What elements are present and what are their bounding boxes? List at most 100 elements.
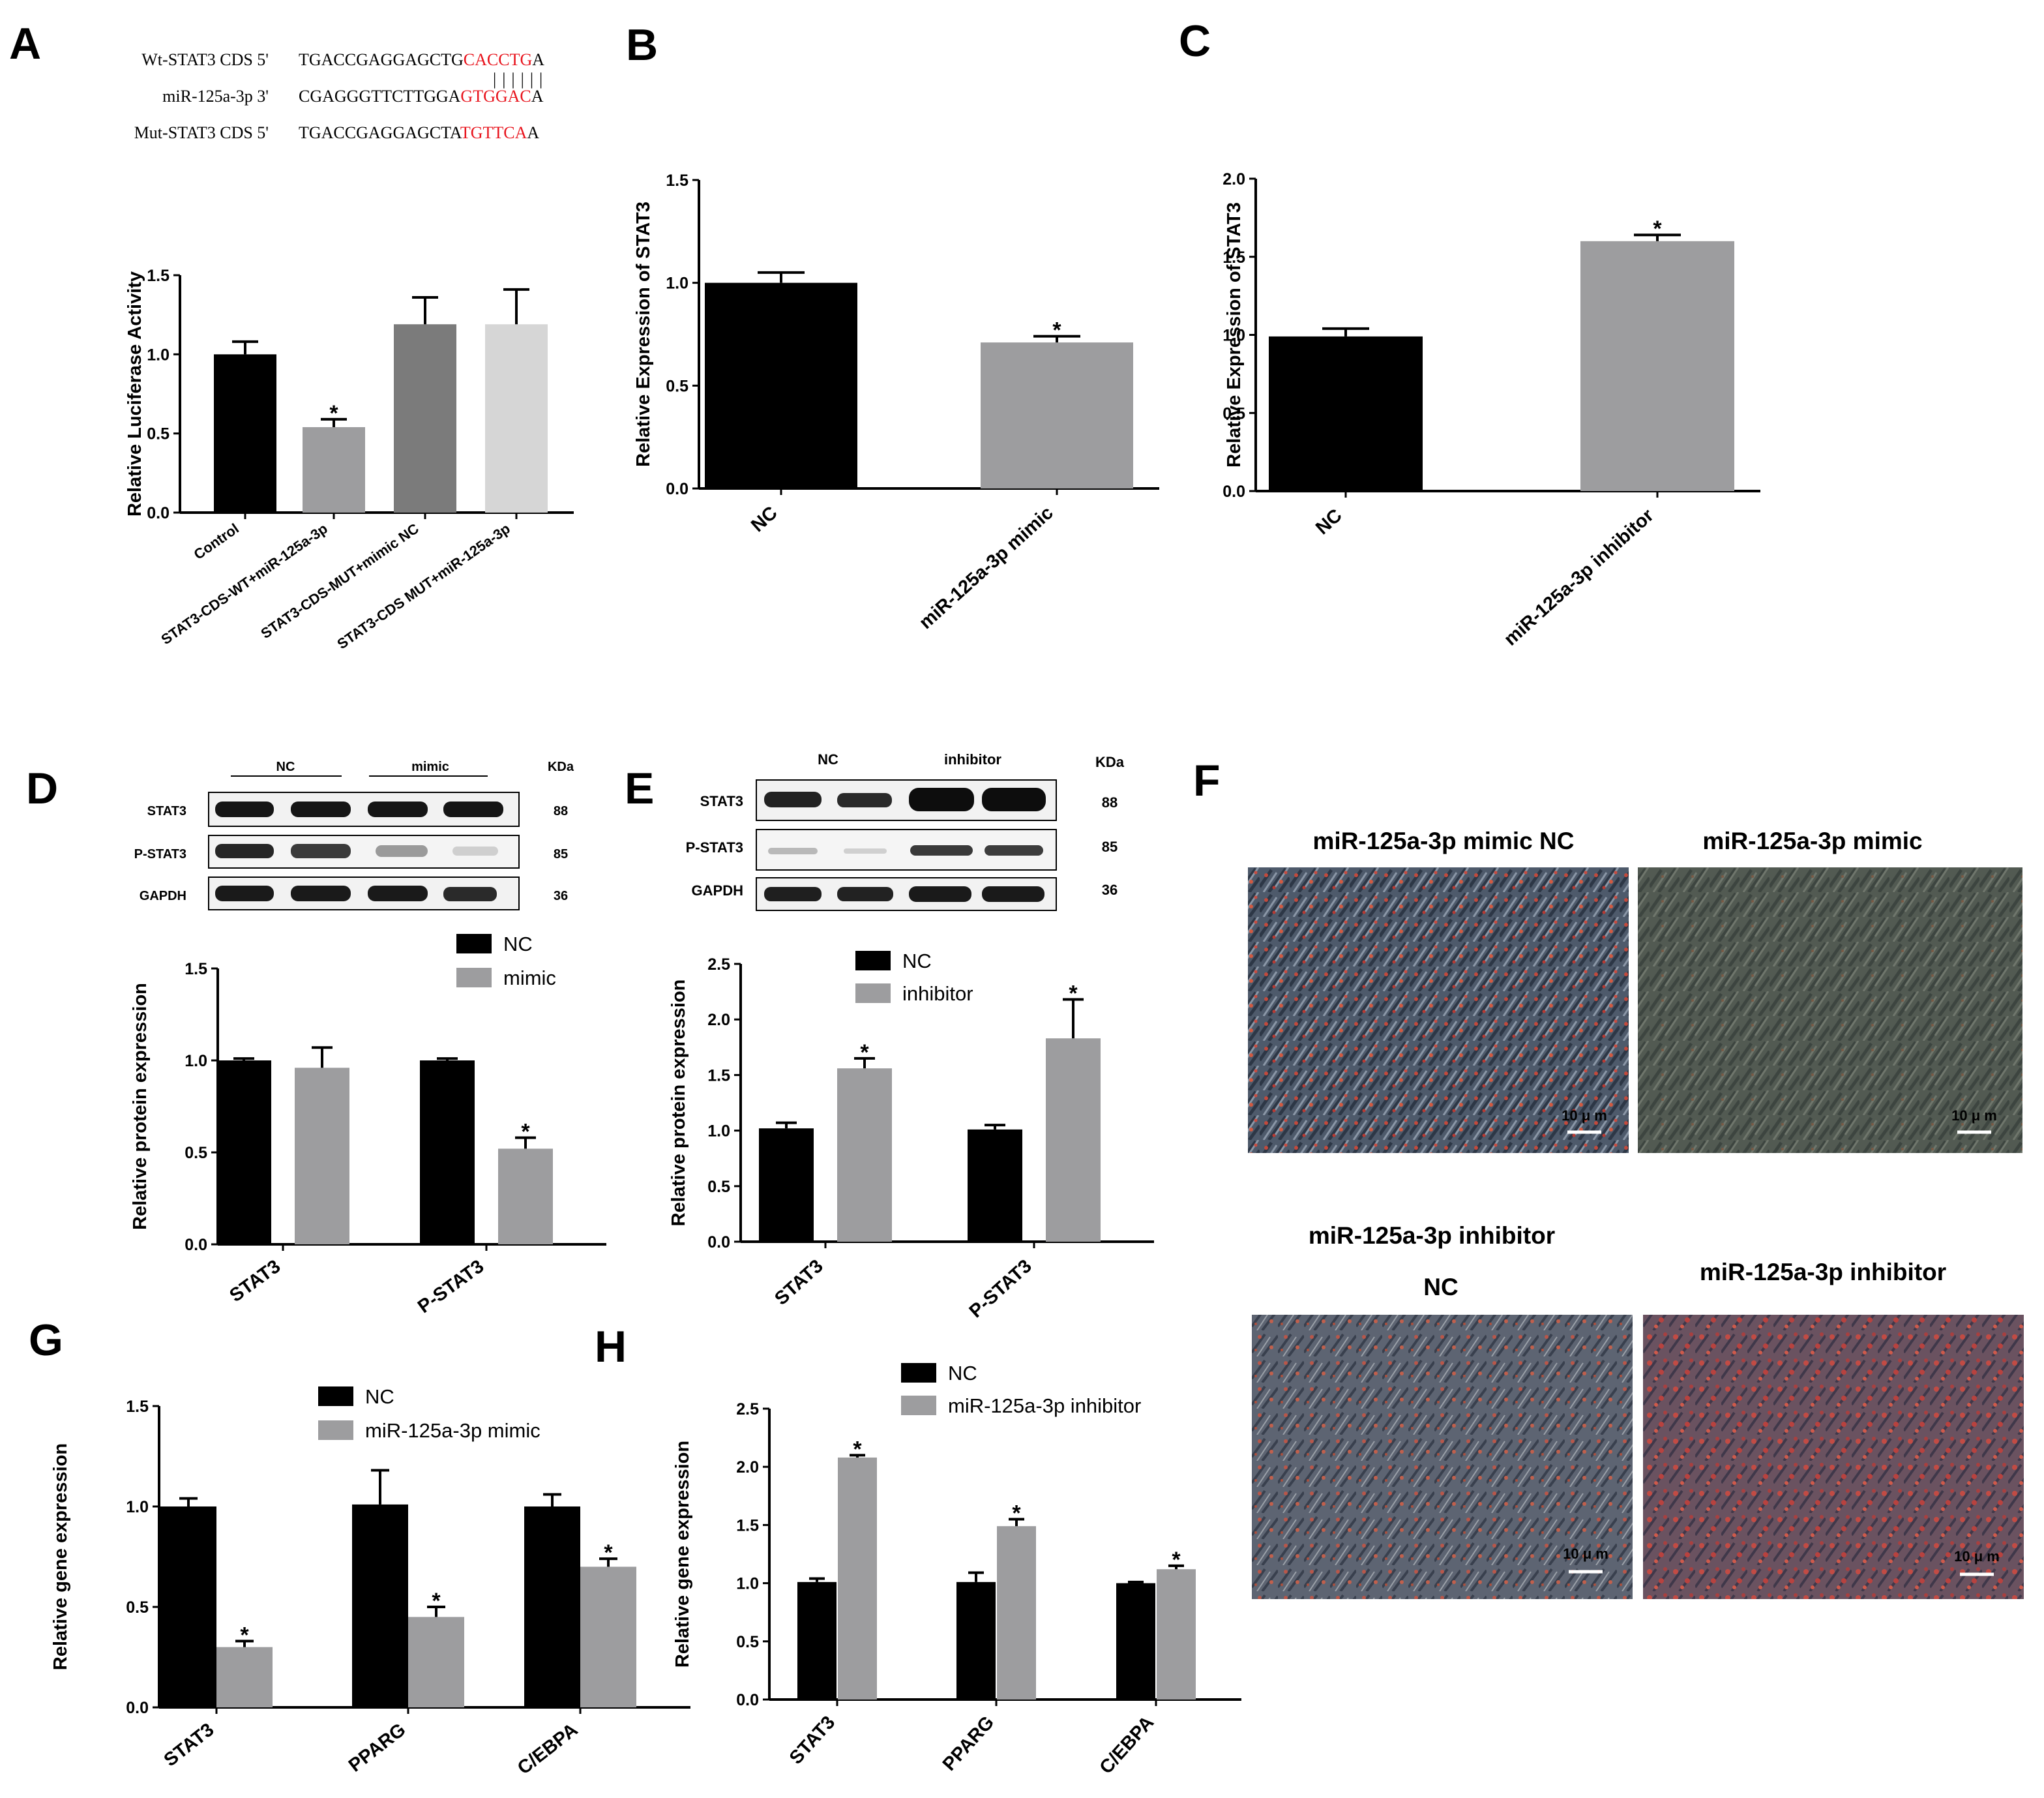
category-label: STAT3 [160, 1719, 218, 1771]
y-tick-label: 0.5 [185, 1144, 207, 1162]
significance-star: * [1172, 1548, 1181, 1572]
legend-swatch [855, 983, 891, 1003]
bar [1046, 1038, 1101, 1242]
row-label-stat3: STAT3 [700, 793, 743, 809]
legend-label: NC [902, 950, 932, 972]
scale-bar-label: 10 μ m [1954, 1548, 2000, 1565]
bar [759, 1128, 814, 1242]
legend-label: NC [365, 1385, 394, 1408]
western-blot-e: NC inhibitor KDa STAT3 P-STAT3 GAPDH 88 … [686, 751, 1125, 911]
category-label: STAT3-CDS-WT+miR-125a-3p [158, 520, 331, 648]
sequence-alignment: Wt-STAT3 CDS 5' TGACCGAGGAGCTGCACCTGA ||… [134, 50, 545, 142]
micrograph-title-inhibitor-nc-2: NC [1423, 1274, 1458, 1300]
y-axis-label: Relative Expression of STAT3 [633, 202, 654, 467]
chart-e-protein-inhibitor: 0.0 0.5 1.0 1.5 2.0 2.5 Relative protein expre… [668, 950, 1154, 1322]
bar [216, 1647, 273, 1707]
chart-b-stat3-mimic: 0.0 0.5 1.0 1.5 Relative Expression of STAT3… [633, 172, 1159, 633]
micrograph-title-inhibitor: miR-125a-3p inhibitor [1700, 1259, 1946, 1285]
y-tick-label: 1.5 [185, 960, 207, 978]
bar [420, 1060, 475, 1244]
significance-star: * [1012, 1501, 1021, 1525]
band [215, 844, 274, 858]
y-tick-label: 1.0 [707, 1122, 730, 1141]
category-label: P-STAT3 [414, 1256, 488, 1317]
bar [394, 324, 456, 513]
legend-label: NC [948, 1362, 977, 1385]
bar [968, 1129, 1022, 1242]
bar [352, 1504, 408, 1707]
panel-letter-a: A [9, 19, 41, 68]
bar [485, 324, 548, 513]
bar [838, 1457, 877, 1700]
chart-g-gene-mimic: 0.0 0.5 1.0 1.5 Relative gene expression * STA… [50, 1385, 690, 1779]
y-axis-label: Relative gene expression [50, 1443, 71, 1670]
y-tick-label: 2.5 [707, 955, 730, 974]
band [909, 788, 974, 811]
category-label: miR-125a-3p mimic [915, 502, 1058, 633]
band [291, 844, 351, 858]
category-label: P-STAT3 [966, 1255, 1036, 1322]
band [982, 886, 1044, 902]
bar [1157, 1569, 1196, 1700]
legend-label: inhibitor [902, 982, 973, 1005]
row-label-pstat3: P-STAT3 [686, 839, 743, 856]
y-tick-label: 2.0 [707, 1011, 730, 1029]
chart-h-gene-inhibitor: 0.0 0.5 1.0 1.5 2.0 2.5 Relative gene expressi… [672, 1362, 1241, 1778]
bar [295, 1068, 349, 1244]
band [368, 886, 428, 901]
band [291, 802, 351, 817]
band [376, 845, 428, 857]
y-tick-label: 0.5 [147, 425, 170, 443]
kda-gapdh: 36 [1102, 882, 1118, 898]
row-label-gapdh: GAPDH [692, 882, 743, 899]
y-tick-label: 1.0 [1222, 327, 1245, 345]
row-label-gapdh: GAPDH [140, 889, 186, 903]
significance-star: * [240, 1623, 249, 1647]
y-tick-label: 0.0 [707, 1233, 730, 1251]
y-tick-label: 1.5 [707, 1066, 730, 1085]
kda-pstat3: 85 [554, 847, 568, 862]
y-tick-label: 0.0 [147, 504, 170, 522]
panel-letter-h: H [595, 1322, 627, 1371]
category-label: Control [190, 520, 241, 563]
micrograph-inhibitor-nc [1252, 1315, 1633, 1599]
scale-bar-label: 10 μ m [1562, 1107, 1607, 1124]
y-axis-label: Relative protein expression [668, 980, 689, 1227]
y-tick-label: 1.0 [666, 275, 689, 293]
legend-label: miR-125a-3p mimic [365, 1419, 541, 1442]
mut-sequence-label: Mut-STAT3 CDS 5' [134, 123, 269, 142]
row-label-pstat3: P-STAT3 [134, 847, 186, 862]
wt-sequence-label: Wt-STAT3 CDS 5' [141, 50, 269, 69]
legend-swatch [901, 1396, 936, 1415]
category-label: NC [747, 502, 782, 536]
band [910, 845, 973, 856]
micrograph-panel: miR-125a-3p mimic NC miR-125a-3p mimic m… [1248, 828, 2024, 1599]
bar [705, 282, 857, 488]
band [291, 886, 351, 901]
significance-star: * [1052, 318, 1061, 343]
row-label-stat3: STAT3 [147, 804, 186, 818]
legend-swatch [318, 1420, 353, 1440]
group-label-nc: NC [276, 760, 295, 774]
y-tick-label: 0.0 [666, 480, 689, 498]
band [844, 848, 887, 854]
chart-c-stat3-inhibitor: 0.0 0.5 1.0 1.5 2.0 Relative Expression of ST… [1222, 170, 1760, 650]
panel-letter-e: E [625, 764, 654, 813]
legend-swatch [456, 934, 492, 953]
bar [303, 427, 365, 513]
kda-gapdh: 36 [554, 889, 568, 903]
band [985, 845, 1043, 856]
y-tick-label: 0.5 [666, 377, 689, 395]
kda-header: KDa [548, 760, 574, 774]
bar [580, 1566, 636, 1707]
mir-sequence: CGAGGGTTCTTGGAGTGGACA [299, 87, 544, 106]
y-tick-label: 1.5 [147, 267, 170, 285]
bar [1269, 336, 1423, 491]
kda-stat3: 88 [554, 804, 568, 818]
scale-bar-label: 10 μ m [1563, 1546, 1608, 1562]
band [909, 886, 971, 902]
category-label: PPARG [939, 1712, 998, 1775]
scale-bar-label: 10 μ m [1951, 1107, 1997, 1124]
band [215, 802, 274, 817]
